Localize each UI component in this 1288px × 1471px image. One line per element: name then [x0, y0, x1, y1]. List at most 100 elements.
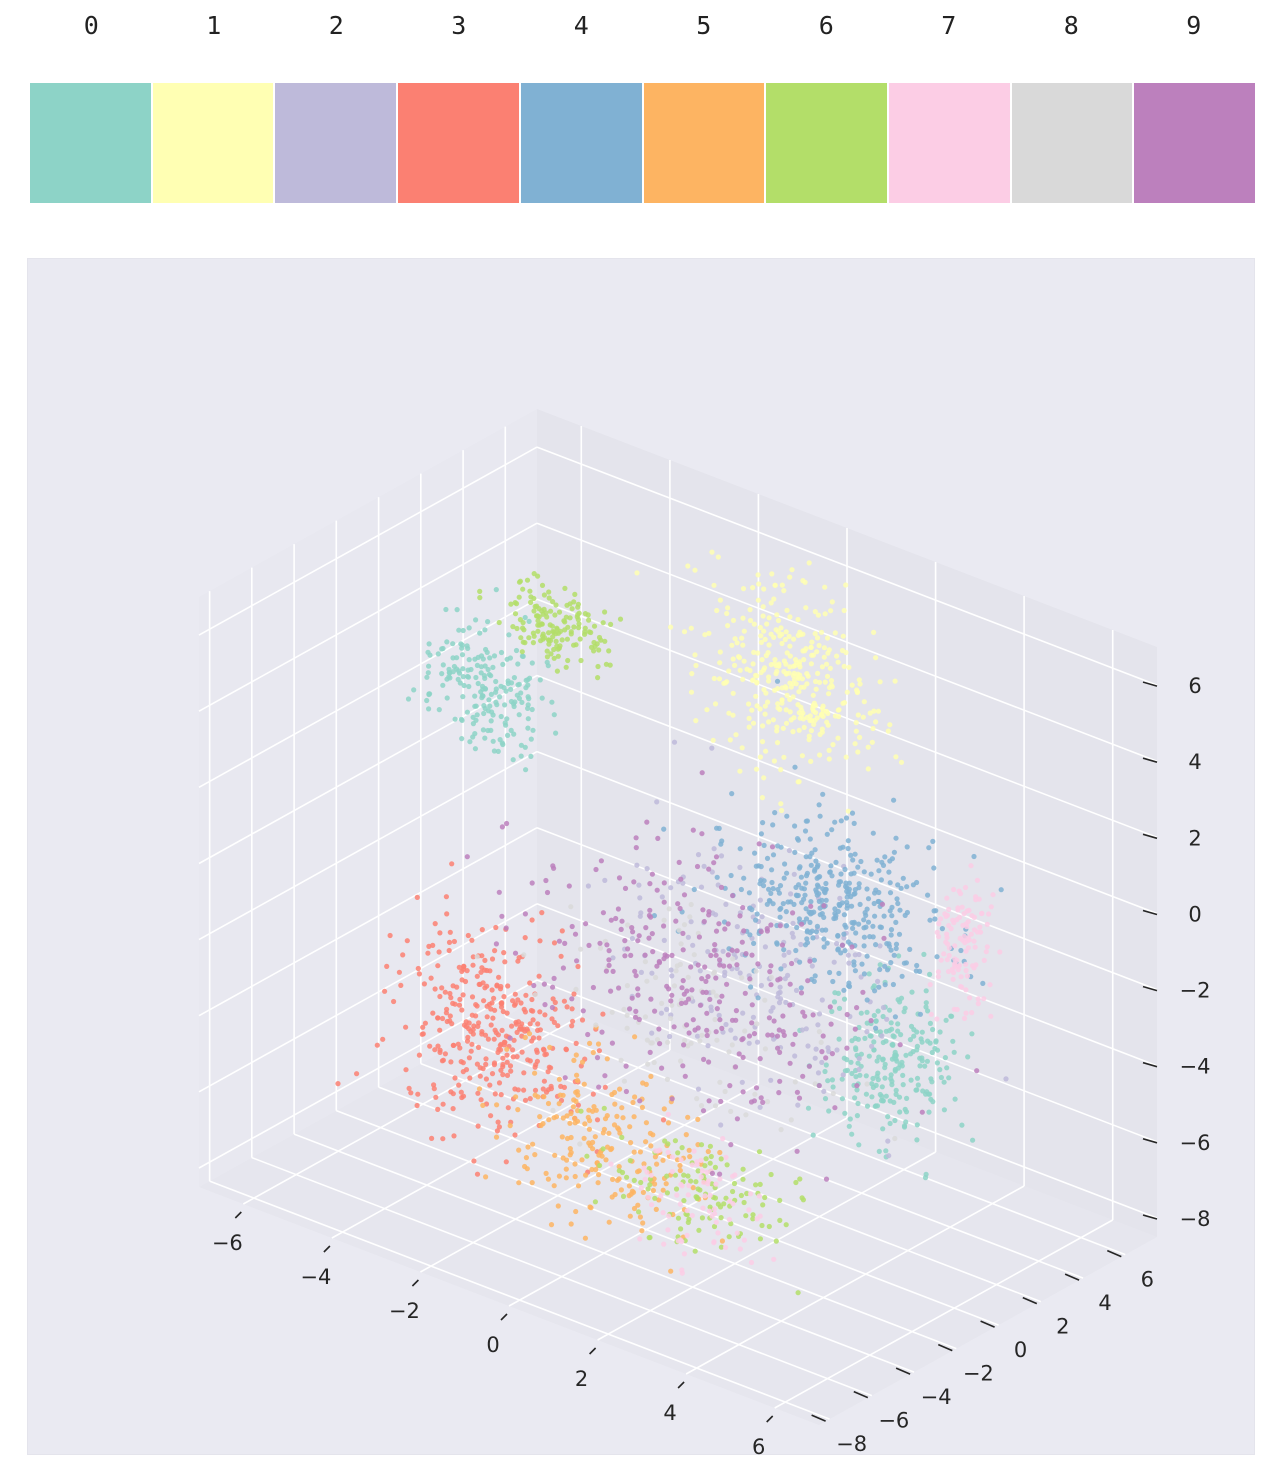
point-class-7: [746, 1207, 752, 1213]
point-class-2: [768, 1008, 774, 1014]
point-class-1: [829, 599, 835, 605]
point-class-0: [493, 689, 499, 695]
point-class-9: [805, 978, 811, 984]
point-class-2: [610, 955, 616, 961]
point-class-8: [597, 945, 604, 951]
point-class-8: [644, 978, 650, 984]
point-class-0: [914, 1087, 920, 1093]
point-class-7: [972, 944, 978, 950]
point-class-2: [705, 1043, 711, 1049]
point-class-1: [741, 658, 747, 664]
point-class-2: [732, 1035, 738, 1041]
point-class-6: [647, 1234, 653, 1241]
point-class-1: [782, 636, 788, 643]
point-class-5: [559, 1134, 565, 1140]
point-class-4: [884, 941, 890, 947]
point-class-0: [888, 1076, 894, 1082]
point-class-1: [795, 616, 801, 623]
grid-y-left-3: [198, 750, 538, 941]
point-class-9: [549, 1004, 556, 1011]
point-class-7: [963, 1010, 969, 1016]
x-tick-label-3: 0: [486, 1333, 499, 1357]
point-class-1: [779, 640, 785, 647]
point-class-3: [451, 938, 457, 945]
point-class-7: [691, 1148, 697, 1154]
point-class-6: [496, 619, 502, 626]
point-class-9: [690, 1017, 696, 1023]
z-tick-mark-6: [1064, 1273, 1080, 1281]
point-class-1: [813, 686, 819, 692]
point-class-1: [790, 729, 796, 735]
grid-x-floor-6: [774, 1219, 1114, 1409]
point-class-9: [694, 863, 701, 870]
point-class-0: [855, 1060, 861, 1066]
y-tick-mark-5: [1142, 833, 1158, 840]
point-class-9: [630, 929, 636, 935]
point-class-3: [493, 924, 499, 931]
point-class-2: [803, 1026, 809, 1032]
point-class-6: [698, 1142, 705, 1148]
point-class-8: [778, 1127, 784, 1133]
point-class-0: [970, 1137, 976, 1143]
point-class-6: [591, 639, 597, 646]
point-class-9: [690, 827, 696, 833]
point-class-9: [675, 901, 681, 907]
point-class-8: [762, 1046, 769, 1052]
point-class-6: [575, 617, 581, 623]
point-class-0: [900, 1082, 906, 1088]
point-class-1: [810, 652, 817, 658]
point-class-0: [444, 639, 450, 645]
y-tick-mark-3: [1142, 985, 1158, 992]
point-class-1: [778, 801, 784, 807]
point-class-4: [799, 900, 805, 906]
x-tick-label-4: 2: [575, 1367, 588, 1391]
point-class-6: [519, 649, 525, 655]
point-class-6: [510, 624, 516, 630]
point-class-4: [843, 924, 849, 930]
point-class-0: [903, 1109, 910, 1115]
point-class-6: [531, 608, 537, 614]
point-class-5: [575, 1183, 582, 1189]
point-class-3: [575, 1102, 582, 1108]
point-class-9: [661, 899, 667, 905]
point-class-7: [960, 922, 966, 929]
point-class-5: [493, 1134, 500, 1140]
point-class-3: [550, 996, 556, 1002]
point-class-4: [827, 969, 833, 976]
point-class-5: [617, 1130, 623, 1136]
point-class-0: [919, 1039, 925, 1045]
grid-y-left-1: [198, 903, 538, 1093]
point-class-1: [783, 707, 789, 713]
point-class-3: [460, 992, 466, 998]
point-class-0: [474, 662, 480, 668]
point-class-3: [458, 1089, 464, 1095]
point-class-4: [812, 973, 818, 979]
point-class-0: [868, 1033, 874, 1039]
point-class-6: [750, 1212, 756, 1218]
point-class-9: [681, 1042, 687, 1048]
point-class-0: [522, 614, 528, 621]
point-class-1: [778, 625, 784, 631]
point-class-0: [849, 1131, 855, 1137]
point-class-1: [681, 629, 688, 635]
point-class-3: [490, 1015, 496, 1021]
point-class-8: [742, 1028, 748, 1034]
point-class-0: [901, 1124, 908, 1130]
point-class-0: [460, 694, 466, 700]
point-class-6: [731, 1180, 738, 1187]
point-class-9: [700, 1108, 707, 1114]
point-class-0: [870, 1075, 876, 1082]
point-class-4: [904, 884, 910, 890]
point-class-9: [725, 921, 731, 927]
point-class-6: [546, 637, 552, 643]
point-class-4: [817, 813, 823, 819]
x-tick-mark-3: [500, 1313, 508, 1321]
point-class-0: [941, 1079, 947, 1085]
point-class-3: [471, 1158, 477, 1164]
point-class-5: [483, 1174, 489, 1180]
point-class-7: [988, 1013, 994, 1019]
point-class-9: [512, 950, 519, 956]
point-class-4: [876, 868, 882, 874]
point-class-6: [535, 628, 541, 634]
point-class-4: [895, 900, 901, 907]
